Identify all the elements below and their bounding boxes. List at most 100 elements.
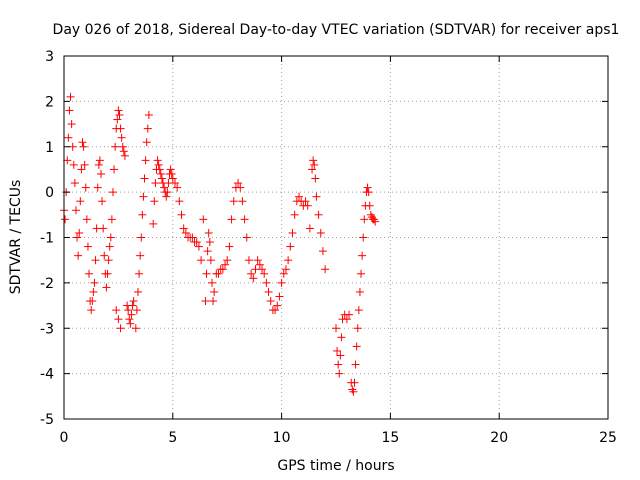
data-point	[157, 174, 166, 183]
data-point	[137, 233, 146, 242]
data-point	[201, 297, 210, 306]
data-point	[124, 306, 133, 315]
data-point	[168, 174, 177, 183]
data-point	[301, 197, 310, 206]
data-point	[249, 274, 258, 283]
data-point	[126, 319, 135, 328]
y-tick-label: -1	[40, 231, 54, 247]
data-point	[360, 215, 369, 224]
data-point	[114, 315, 123, 324]
data-point	[91, 256, 100, 265]
data-point	[234, 179, 243, 188]
data-point	[116, 324, 125, 333]
y-tick-label: -4	[40, 367, 54, 383]
data-point	[321, 265, 330, 274]
data-point	[63, 156, 72, 165]
data-point	[179, 224, 188, 233]
data-point	[205, 238, 214, 247]
data-point	[151, 179, 160, 188]
data-point	[358, 251, 367, 260]
data-point	[160, 183, 169, 192]
data-point	[120, 151, 129, 160]
data-point	[135, 269, 144, 278]
data-point	[357, 269, 366, 278]
data-point	[333, 346, 342, 355]
data-point	[188, 233, 197, 242]
data-point	[64, 133, 73, 142]
data-point	[144, 110, 153, 119]
x-tick-labels: 0 5 10 15 20 25	[60, 430, 617, 446]
data-point	[150, 197, 159, 206]
data-point	[223, 256, 232, 265]
data-point	[80, 160, 89, 169]
data-point	[284, 256, 293, 265]
data-point	[90, 278, 99, 287]
data-point	[209, 297, 218, 306]
data-point	[214, 269, 223, 278]
data-point	[94, 160, 103, 169]
data-point	[312, 192, 321, 201]
data-point	[100, 251, 109, 260]
data-point	[136, 251, 145, 260]
data-point	[314, 210, 323, 219]
axis-ticks	[63, 55, 609, 420]
x-tick-label: 20	[490, 430, 508, 446]
data-point	[69, 160, 78, 169]
data-point	[225, 242, 234, 251]
data-point	[177, 210, 186, 219]
data-point	[348, 385, 357, 394]
y-tick-label: 3	[45, 49, 54, 65]
data-point	[221, 260, 230, 269]
data-point	[83, 242, 92, 251]
data-point	[253, 256, 262, 265]
data-point	[68, 142, 77, 151]
data-point	[363, 183, 372, 192]
x-tick-label: 0	[60, 430, 69, 446]
data-point	[139, 192, 148, 201]
data-point	[71, 206, 80, 215]
data-point	[78, 138, 87, 147]
y-tick-label: 2	[45, 94, 54, 110]
data-point	[118, 142, 127, 151]
data-point	[318, 247, 327, 256]
y-tick-label: -2	[40, 276, 54, 292]
data-point	[229, 197, 238, 206]
data-point	[236, 183, 245, 192]
data-point	[288, 228, 297, 237]
data-point	[170, 179, 179, 188]
data-point	[255, 260, 264, 269]
data-point	[238, 197, 247, 206]
data-point	[103, 269, 112, 278]
data-point	[242, 233, 251, 242]
data-point	[143, 124, 152, 133]
data-point	[70, 179, 79, 188]
data-point	[163, 188, 172, 197]
data-point	[355, 287, 364, 296]
data-point	[262, 278, 271, 287]
data-point	[113, 115, 122, 124]
data-point	[104, 256, 113, 265]
data-point	[73, 233, 82, 242]
data-point	[266, 297, 275, 306]
data-point	[167, 169, 176, 178]
data-point	[65, 106, 74, 115]
data-point	[353, 324, 362, 333]
data-point	[153, 156, 162, 165]
x-tick-label: 5	[168, 430, 177, 446]
data-point	[108, 188, 117, 197]
chart-title: Day 026 of 2018, Sidereal Day-to-day VTE…	[53, 22, 620, 38]
data-point	[277, 278, 286, 287]
data-point	[273, 301, 282, 310]
data-point	[349, 387, 358, 396]
data-point	[102, 283, 111, 292]
y-tick-label: -5	[40, 412, 54, 428]
y-axis-label: SDTVAR / TECUs	[8, 180, 24, 295]
data-point	[77, 165, 86, 174]
data-point	[89, 287, 98, 296]
data-point	[181, 228, 190, 237]
data-point	[166, 165, 175, 174]
data-point	[303, 201, 312, 210]
data-point	[354, 306, 363, 315]
data-point	[275, 292, 284, 301]
